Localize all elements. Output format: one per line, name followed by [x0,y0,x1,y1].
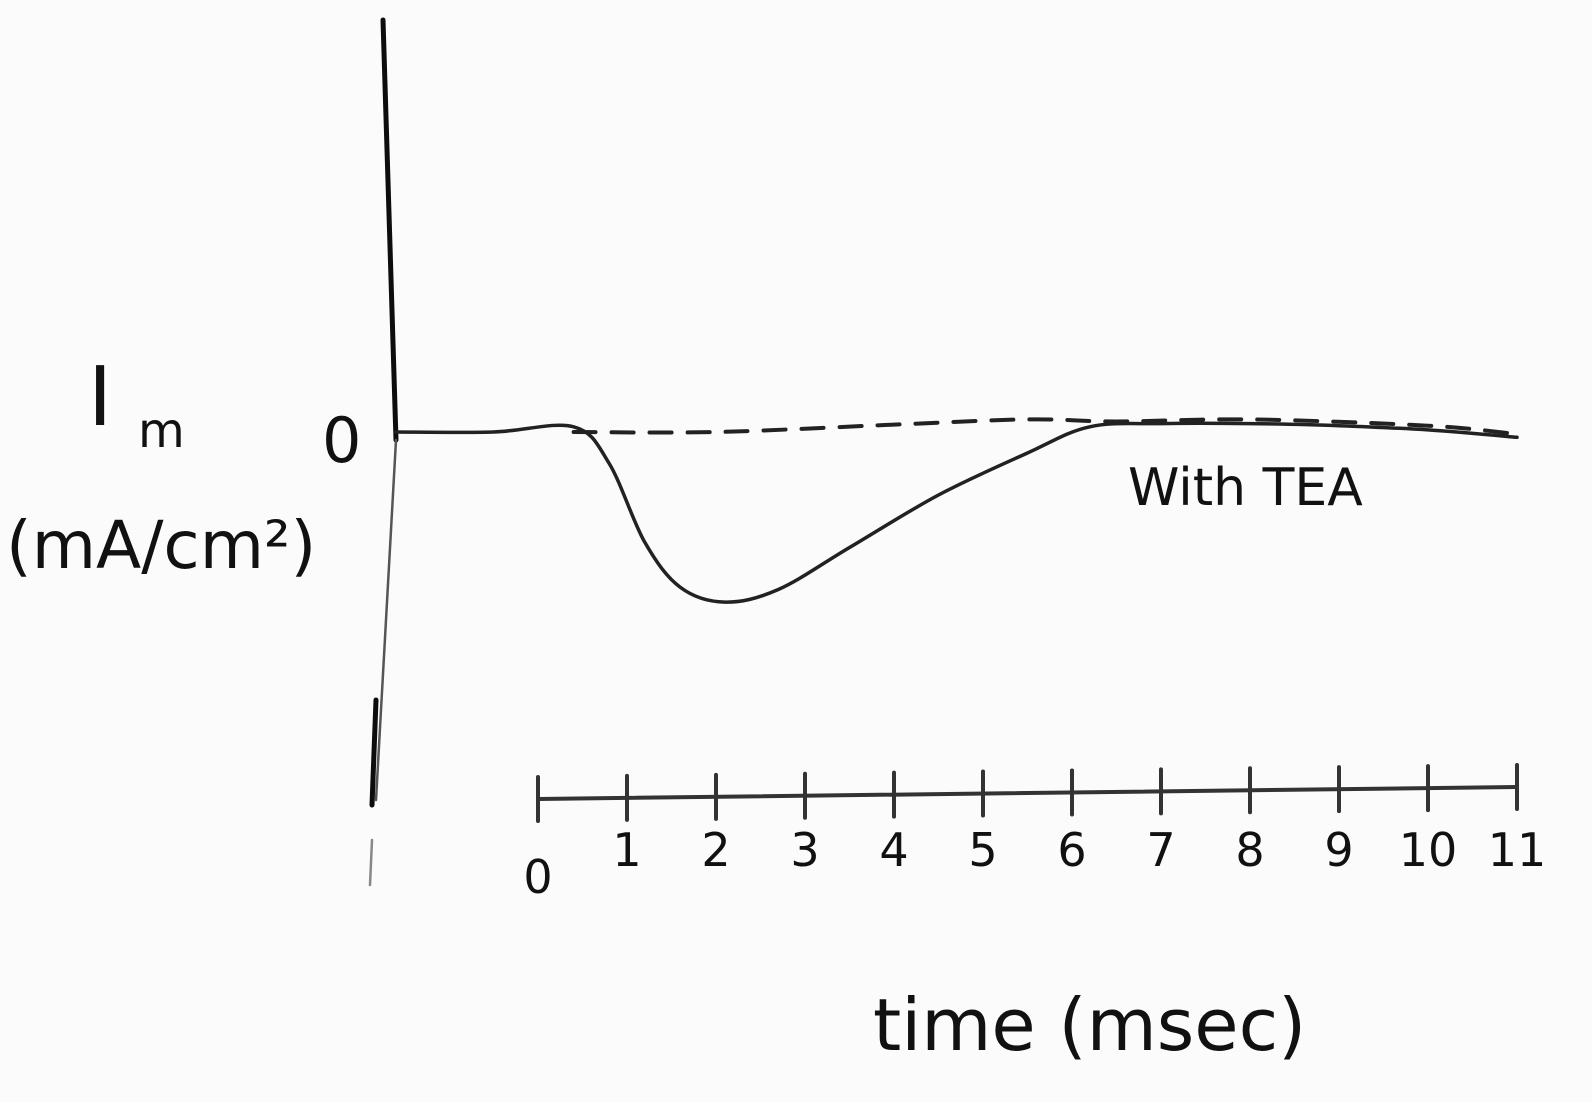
tick-layer: 0 1 2 3 4 5 6 7 8 9 10 11 [523,763,1547,904]
x-tick-label: 10 [1399,823,1458,877]
x-tick-label: 6 [1057,823,1086,877]
y-axis-label-symbol: I [88,350,112,445]
x-tick-label: 2 [701,823,730,877]
y-axis [368,17,399,887]
x-tick-label: 0 [523,850,552,904]
y-axis-label: I m (mA/cm²) [6,350,316,584]
x-tick-label: 4 [879,823,908,877]
x-tick-label: 11 [1488,823,1547,877]
x-axis-line [536,785,1519,801]
x-tick-label: 3 [790,823,819,877]
x-tick-label: 1 [612,823,641,877]
series-layer [393,417,1519,604]
x-tick-label: 9 [1324,823,1353,877]
x-axis-label: time (msec) [873,983,1306,1067]
y-zero-label: 0 [322,404,361,477]
series-dashed-line [571,417,1519,437]
x-tick-label: 8 [1235,823,1264,877]
x-tick-label: 7 [1146,823,1175,877]
x-axis [536,785,1519,801]
y-axis-label-subscript: m [138,403,185,459]
annotation-with-tea: With TEA [1128,458,1363,518]
x-tick-label: 5 [968,823,997,877]
y-axis-label-units: (mA/cm²) [6,507,316,584]
series-with-tea-line [393,421,1519,604]
